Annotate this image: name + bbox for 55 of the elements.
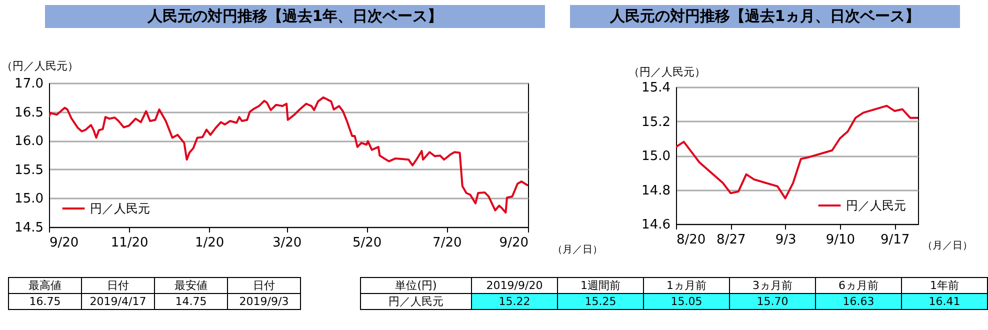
category-label: 日付 — [228, 278, 300, 294]
text: 16.41 — [928, 295, 960, 308]
y-tick-label: 14.8 — [642, 183, 670, 198]
category-label: 1年前 — [902, 278, 988, 294]
x-tick-label: 9/3 — [775, 232, 796, 248]
category-label: 3ヵ月前 — [730, 278, 816, 294]
text: 15.25 — [584, 295, 616, 308]
x-tick-label: 3/20 — [272, 236, 302, 250]
x-tick-label: 5/20 — [352, 236, 382, 250]
text: 14.75 — [175, 295, 207, 308]
category-label: 最安値 — [154, 278, 228, 294]
y-tick-label: 16.0 — [14, 134, 44, 150]
y-tick-label: 15.0 — [642, 149, 670, 164]
line-series — [676, 104, 918, 200]
x-tick-label: 11/20 — [110, 236, 148, 250]
category-label: 1ヵ月前 — [644, 278, 730, 294]
y-axis-title: （円／人民元） — [628, 66, 706, 78]
x-axis-title: （月／日） — [922, 240, 972, 252]
text: 16.63 — [842, 295, 874, 308]
line-series — [49, 96, 528, 214]
x-tick-label: 9/20 — [50, 236, 79, 250]
y-tick-label: 15.5 — [14, 162, 44, 178]
text: 2019/4/17 — [90, 295, 146, 308]
y-tick-label: 15.2 — [642, 114, 670, 130]
category-label: 単位(円) — [360, 278, 472, 294]
category-label: 2019/9/20 — [472, 278, 558, 294]
category-label: 最高値 — [8, 278, 82, 294]
x-tick-label: 1/20 — [195, 236, 224, 250]
text: 2019/9/3 — [239, 295, 289, 308]
category-label: 日付 — [82, 278, 154, 294]
x-tick-label: 9/10 — [826, 232, 856, 248]
x-tick-label: 8/20 — [676, 232, 706, 248]
y-tick-label: 14.5 — [14, 220, 44, 236]
text: 15.22 — [498, 295, 530, 308]
chart-title: 人民元の対円推移【過去1ヵ月、日次ベース】 — [570, 5, 960, 28]
y-tick-label: 15.4 — [642, 80, 670, 96]
y-tick-label: 16.5 — [14, 105, 44, 120]
y-tick-label: 14.6 — [642, 218, 670, 232]
x-axis-title: （月／日） — [552, 244, 602, 256]
text: 15.05 — [670, 295, 702, 308]
text: 16.75 — [29, 295, 61, 308]
text: 15.70 — [756, 295, 788, 308]
x-tick-label: 9/17 — [880, 232, 910, 248]
category-label: 1週間前 — [558, 278, 644, 294]
x-tick-label: 8/27 — [716, 232, 746, 248]
chart-title: 人民元の対円推移【過去1年、日次ベース】 — [45, 5, 545, 28]
y-axis-title: （円／人民元） — [2, 60, 78, 72]
x-tick-label: 9/20 — [499, 236, 528, 250]
y-tick-label: 17.0 — [14, 76, 44, 92]
legend-label: 円／人民元 — [846, 198, 906, 212]
category-label: 6ヵ月前 — [816, 278, 902, 294]
y-tick-label: 15.0 — [14, 192, 44, 207]
x-tick-label: 7/20 — [432, 236, 462, 250]
text: 円／人民元 — [388, 295, 444, 308]
legend-label: 円／人民元 — [90, 202, 150, 216]
